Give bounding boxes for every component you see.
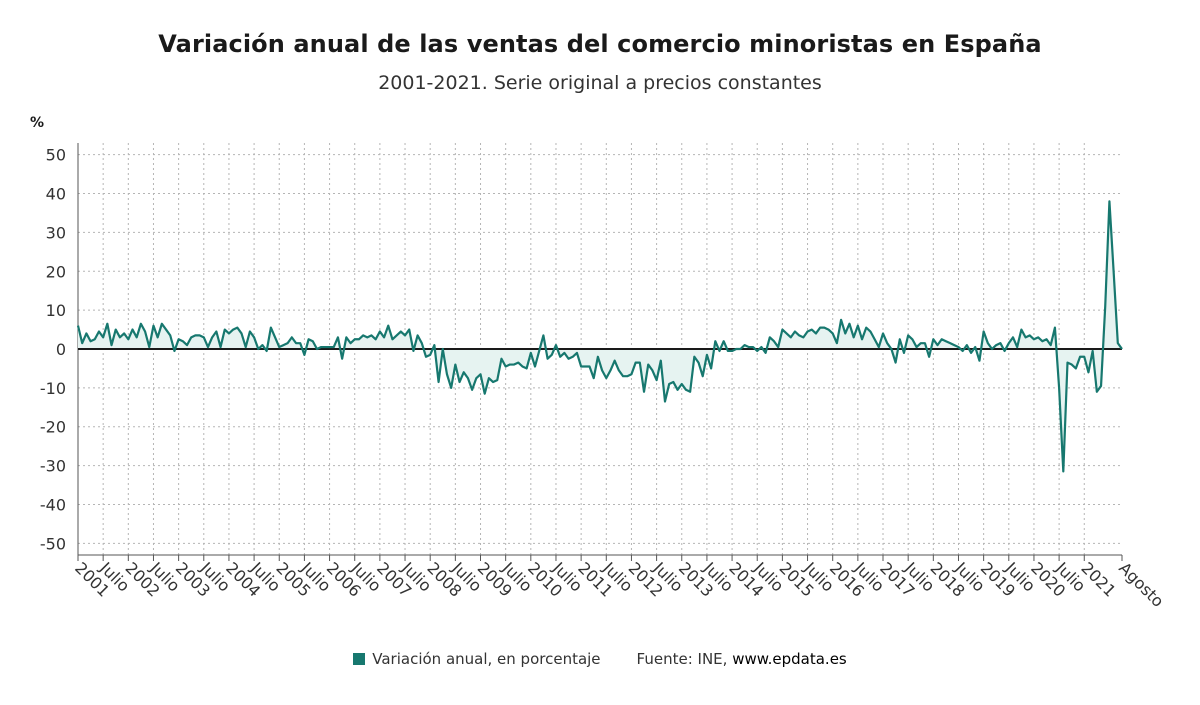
y-tick-label: 0: [56, 340, 66, 359]
series-area: [76, 200, 1123, 473]
series-line: [76, 200, 1123, 473]
y-tick-label: -20: [40, 418, 66, 437]
legend-label: Variación anual, en porcentaje: [372, 650, 601, 668]
chart-title: Variación anual de las ventas del comerc…: [158, 30, 1042, 58]
source-link[interactable]: www.epdata.es: [732, 650, 847, 668]
chart-subtitle: 2001-2021. Serie original a precios cons…: [378, 72, 822, 94]
x-tick-label: Agosto: [1115, 558, 1168, 611]
y-tick-label: 20: [46, 262, 66, 281]
legend-swatch: [353, 653, 366, 665]
source-note: Fuente: INE, www.epdata.es: [637, 650, 847, 668]
source-prefix: Fuente: INE,: [636, 650, 733, 668]
x-axis-ticks: 2001Julio2002Julio2003Julio2004Julio2005…: [71, 555, 1168, 611]
y-axis-ticks: 50 40 30 20 10 0 -10 -20 -30 -40 -50: [40, 146, 66, 554]
y-tick-label: -30: [40, 457, 66, 476]
y-axis-label: %: [30, 115, 44, 131]
y-tick-label: -40: [40, 495, 66, 514]
y-tick-label: 30: [46, 223, 66, 242]
y-tick-label: 40: [46, 185, 66, 204]
y-tick-label: 50: [46, 146, 66, 165]
series-area-fill: [78, 201, 1122, 472]
legend-item: Variación anual, en porcentaje: [353, 650, 601, 668]
y-tick-label: -10: [40, 379, 66, 398]
chart-footer: Variación anual, en porcentaje Fuente: I…: [0, 650, 1200, 668]
y-tick-label: 10: [46, 301, 66, 320]
y-tick-label: -50: [40, 534, 66, 553]
line-chart: 50 40 30 20 10 0 -10 -20 -30 -40 -50 2001Julio2002…: [30, 115, 1168, 611]
